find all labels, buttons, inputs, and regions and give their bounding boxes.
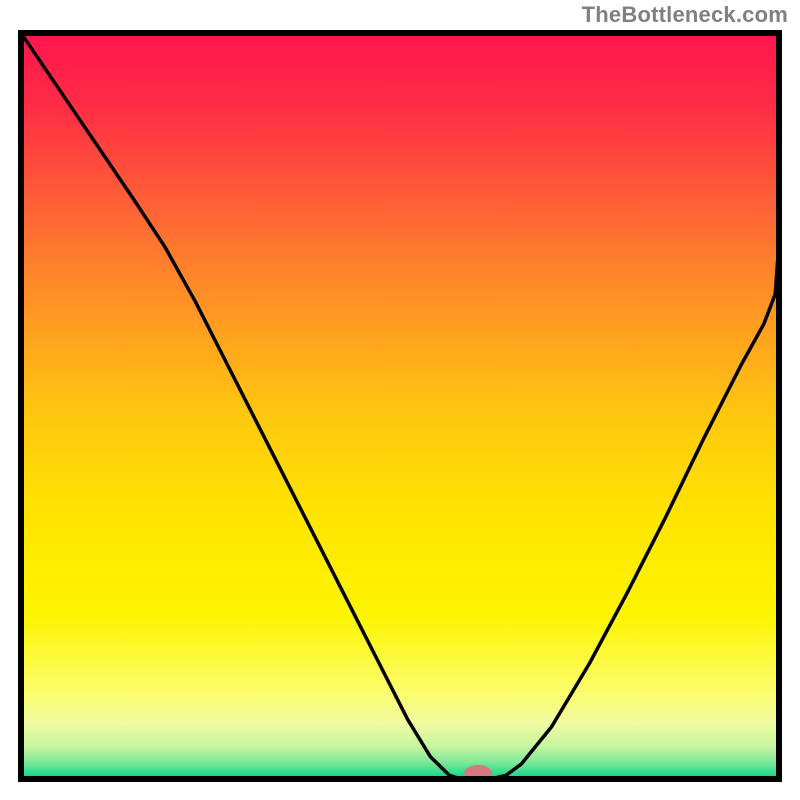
bottleneck-chart (0, 0, 800, 800)
chart-background (21, 33, 779, 779)
watermark-text: TheBottleneck.com (582, 2, 788, 28)
